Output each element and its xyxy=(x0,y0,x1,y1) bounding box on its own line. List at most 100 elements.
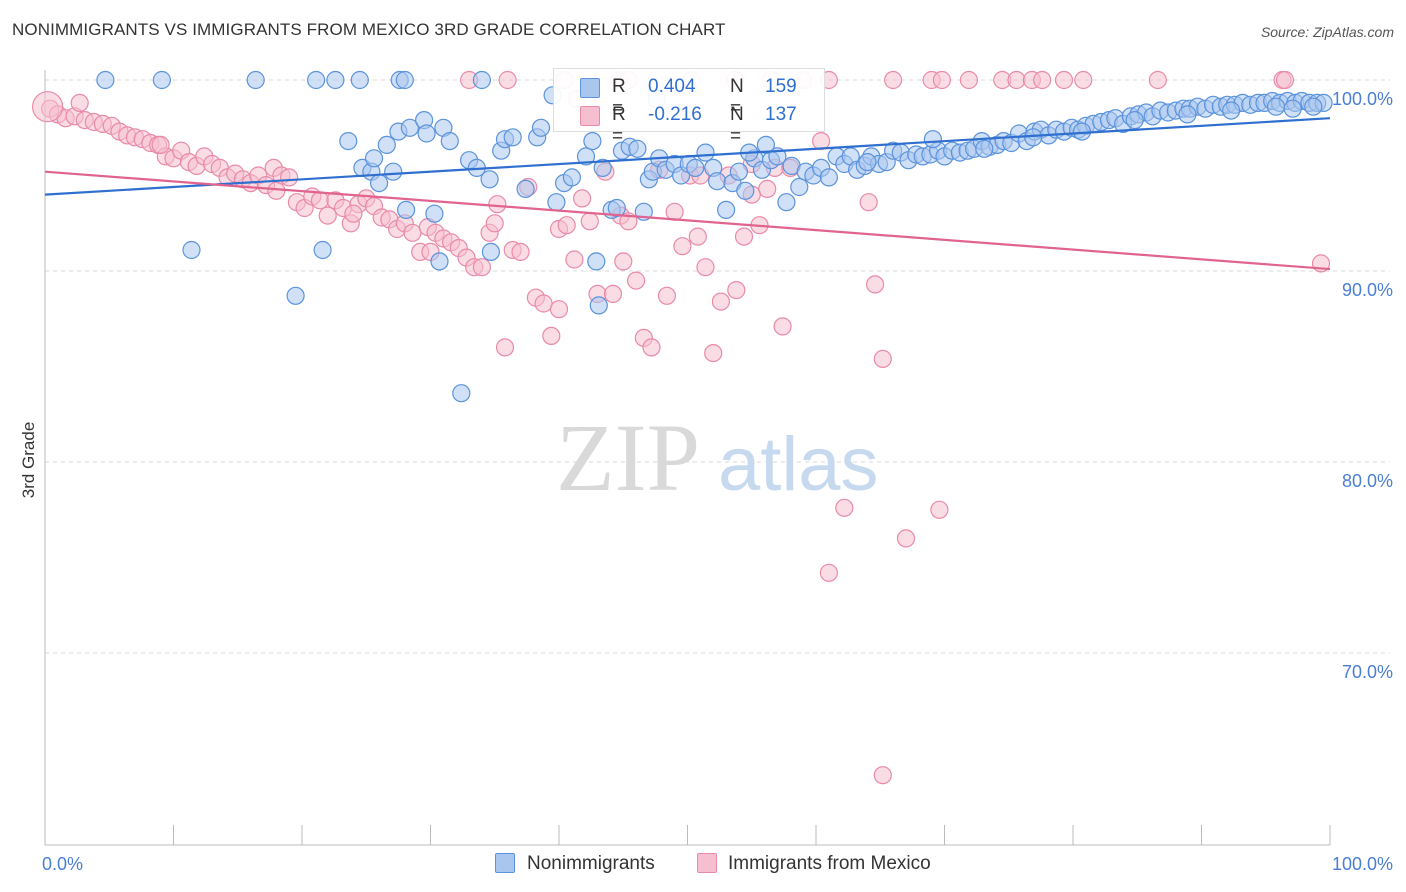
data-point xyxy=(873,766,892,785)
data-point xyxy=(1266,97,1286,116)
data-point xyxy=(1033,70,1052,90)
pink-swatch xyxy=(580,106,600,126)
data-point xyxy=(576,147,596,166)
watermark-zip: ZIP xyxy=(556,404,700,511)
data-point xyxy=(572,189,592,208)
chart-title: NONIMMIGRANTS VS IMMIGRANTS FROM MEXICO … xyxy=(12,20,726,39)
data-point xyxy=(716,200,736,219)
data-point xyxy=(593,158,612,177)
x-tick-label-start: 0.0% xyxy=(42,854,83,874)
data-point xyxy=(384,162,403,181)
data-point xyxy=(182,240,201,260)
y-axis-label: 3rd Grade xyxy=(19,422,38,499)
data-point xyxy=(152,70,171,90)
data-point xyxy=(1304,97,1323,116)
axes xyxy=(44,70,1331,846)
data-point xyxy=(665,202,684,221)
data-point xyxy=(440,132,459,151)
data-point xyxy=(1125,110,1144,130)
data-point xyxy=(1178,105,1197,124)
watermark-atlas: atlas xyxy=(718,422,879,507)
data-point xyxy=(350,70,369,90)
data-point xyxy=(923,130,943,149)
data-point xyxy=(395,70,414,90)
data-point xyxy=(326,70,345,90)
data-point xyxy=(364,149,384,168)
data-point xyxy=(628,139,647,158)
data-point xyxy=(811,132,831,151)
data-point xyxy=(503,128,522,147)
data-point xyxy=(286,286,305,305)
data-point xyxy=(1148,70,1167,90)
data-point xyxy=(516,179,535,198)
n-label: N = xyxy=(730,104,744,147)
data-point xyxy=(547,193,566,212)
data-point xyxy=(425,204,444,223)
data-point xyxy=(819,168,839,187)
r-label: R = xyxy=(612,76,626,119)
data-point xyxy=(565,250,584,269)
data-point xyxy=(819,563,839,582)
data-point xyxy=(417,124,436,143)
data-point xyxy=(696,143,715,162)
data-point xyxy=(696,258,715,277)
data-point xyxy=(614,252,633,271)
data-point xyxy=(531,118,551,137)
y-tick-label: 100.0% xyxy=(1332,89,1393,109)
data-point xyxy=(488,195,507,214)
data-point xyxy=(557,216,576,235)
data-point xyxy=(711,292,731,311)
data-point xyxy=(96,70,115,90)
legend-label-nonimmigrants: Nonimmigrants xyxy=(527,853,655,874)
data-point xyxy=(481,242,500,261)
data-point xyxy=(1054,70,1074,90)
data-point xyxy=(1007,70,1026,90)
source-label: Source: ZipAtlas.com xyxy=(1260,24,1394,40)
data-point xyxy=(589,296,608,315)
data-point xyxy=(403,223,422,242)
data-point xyxy=(498,70,517,90)
data-point xyxy=(370,174,389,193)
data-point xyxy=(734,227,754,246)
data-point xyxy=(452,384,471,403)
data-point xyxy=(472,258,491,277)
blue-swatch xyxy=(580,78,600,98)
data-point xyxy=(1221,101,1241,120)
data-point xyxy=(485,214,504,233)
series-immigrants-from-mexico xyxy=(31,70,1331,785)
data-point xyxy=(858,153,877,172)
data-point xyxy=(686,158,705,177)
data-point xyxy=(729,162,749,181)
data-point xyxy=(542,326,561,345)
data-point xyxy=(896,529,916,548)
data-point xyxy=(280,168,299,187)
data-point xyxy=(495,338,515,357)
data-point xyxy=(859,193,878,212)
data-point xyxy=(607,198,626,218)
data-point xyxy=(511,242,530,261)
data-point xyxy=(472,70,491,90)
data-point xyxy=(267,181,286,200)
data-point xyxy=(777,193,796,212)
data-point xyxy=(959,70,979,90)
legend-label-immigrants: Immigrants from Mexico xyxy=(728,853,931,874)
y-tick-label: 70.0% xyxy=(1342,662,1393,682)
data-point xyxy=(727,281,746,300)
r-value: 0.404 xyxy=(648,76,696,97)
data-point xyxy=(773,317,792,336)
data-point xyxy=(562,168,582,187)
data-point xyxy=(430,252,449,271)
data-point xyxy=(1074,70,1093,90)
x-tick-label-end: 100.0% xyxy=(1332,854,1393,874)
data-point xyxy=(344,204,363,223)
trendline-immigrants xyxy=(44,170,1331,271)
data-point xyxy=(975,139,994,158)
data-point xyxy=(307,70,326,90)
data-point xyxy=(310,191,330,210)
data-point xyxy=(626,271,646,290)
y-tick-label: 90.0% xyxy=(1342,280,1393,300)
data-point xyxy=(397,200,416,219)
data-point-large xyxy=(31,91,64,123)
data-point xyxy=(534,294,553,313)
